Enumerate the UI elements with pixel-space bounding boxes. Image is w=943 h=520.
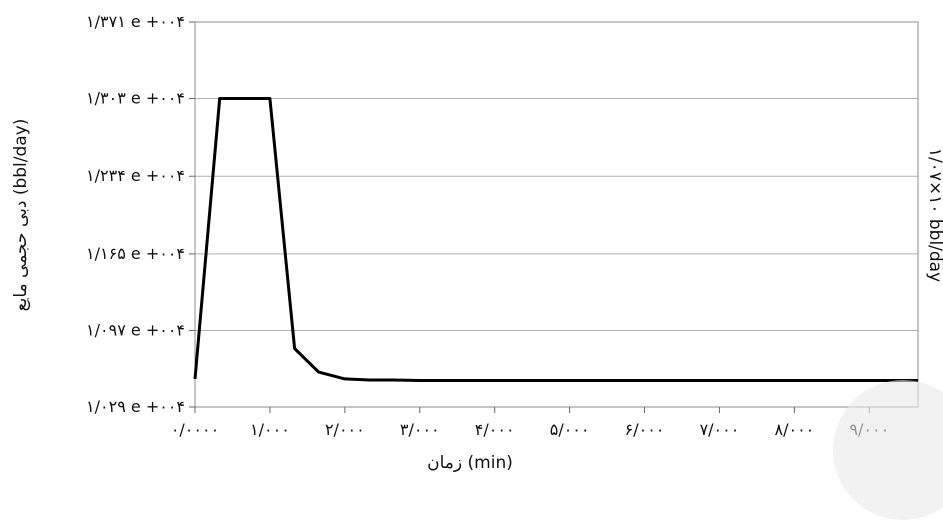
x-tick-label: ۴/۰۰۰ <box>475 420 515 439</box>
series-group <box>193 97 918 382</box>
y-tick-label: ۱/۳۰۳ e +۰۰۴ <box>86 89 185 108</box>
line-chart: ۱/۰۲۹ e +۰۰۴ ۱/۰۹۷ e +۰۰۴ ۱/۱۶۵ e +۰۰۴ ۱/۲۳… <box>11 12 943 473</box>
grid-lines <box>195 98 918 331</box>
x-tick-label: ۵/۰۰۰ <box>550 420 590 439</box>
y-tick-label: ۱/۱۶۵ e +۰۰۴ <box>86 244 185 263</box>
y-tick-label: ۱/۲۳۴ e +۰۰۴ <box>86 166 185 185</box>
series-line <box>193 97 918 382</box>
y-axis-ticks: ۱/۰۲۹ e +۰۰۴ ۱/۰۹۷ e +۰۰۴ ۱/۱۶۵ e +۰۰۴ ۱/۲۳… <box>86 12 195 416</box>
plot-area-frame <box>194 21 919 408</box>
y-axis-title: دبی حجمی مایع (bbl/day) <box>11 119 31 312</box>
y-tick-label: ۱/۳۷۱ e +۰۰۴ <box>86 12 185 31</box>
x-tick-label: ۸/۰۰۰ <box>774 420 814 439</box>
x-axis-title: زمان (min) <box>427 453 513 473</box>
x-tick-label: ۲/۰۰۰ <box>325 420 365 439</box>
x-tick-label: ۳/۰۰۰ <box>400 420 440 439</box>
x-tick-label: ۱/۰۰۰ <box>250 420 290 439</box>
y-tick-label: ۱/۰۲۹ e +۰۰۴ <box>86 397 185 416</box>
x-tick-label: ۰/۰۰۰۰ <box>171 420 219 439</box>
y-tick-label: ۱/۰۹۷ e +۰۰۴ <box>86 320 185 339</box>
x-tick-label: ۶/۰۰۰ <box>625 420 665 439</box>
x-axis-ticks: ۰/۰۰۰۰ ۱/۰۰۰ ۲/۰۰۰ ۳/۰۰۰ ۴/۰۰۰ ۵/۰۰۰ ۶/۰۰۰ ۷/۰۰… <box>171 407 889 439</box>
right-axis-label: ۱/۰۷×۱۰ bbl/day <box>925 148 943 282</box>
x-tick-label: ۷/۰۰۰ <box>700 420 740 439</box>
